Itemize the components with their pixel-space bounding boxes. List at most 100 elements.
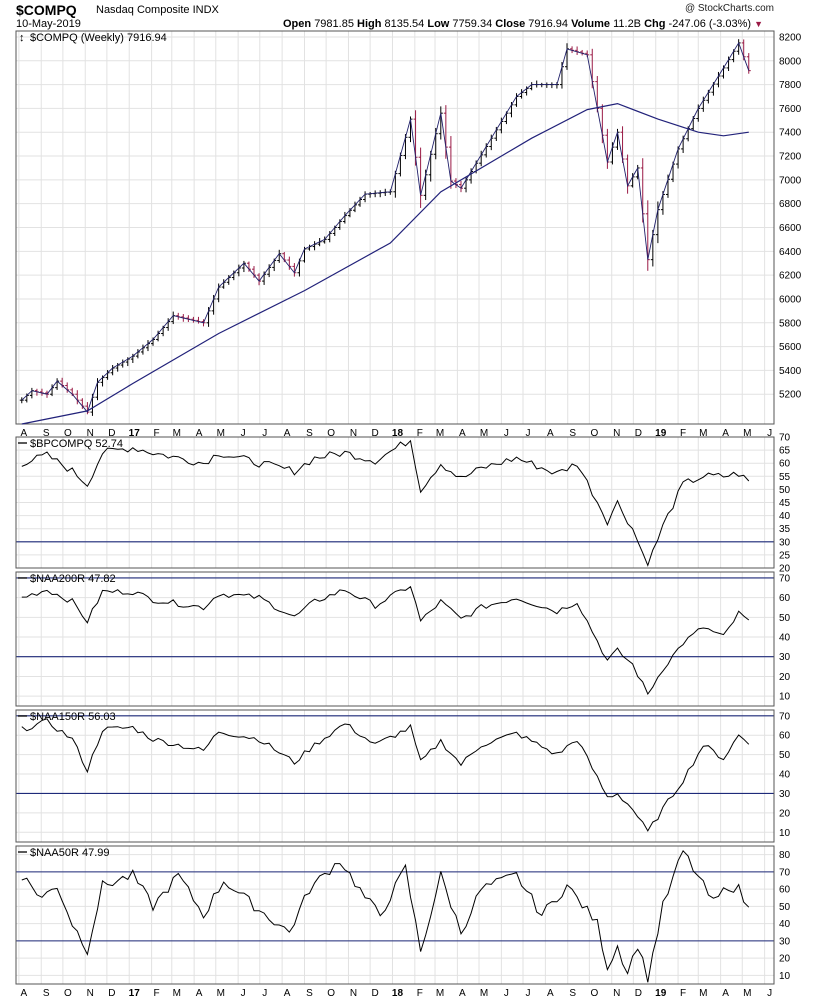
- x-tick-label: N: [613, 988, 620, 999]
- ohlc-bar: [241, 260, 246, 273]
- x-tick-label: O: [64, 988, 72, 999]
- y-tick-label: 6000: [779, 294, 802, 305]
- x-tick-label: M: [743, 428, 751, 439]
- y-tick-label: 40: [779, 633, 791, 644]
- x-tick-label: S: [306, 428, 313, 439]
- y-tick-label: 30: [779, 537, 791, 548]
- ohlc-bar: [696, 104, 701, 122]
- x-tick-label: S: [306, 988, 313, 999]
- x-tick-label: O: [64, 428, 72, 439]
- x-tick-label: D: [635, 428, 642, 439]
- y-tick-label: 10: [779, 828, 791, 839]
- x-tick-label: A: [21, 988, 28, 999]
- x-tick-label: D: [372, 988, 379, 999]
- ohlc-bar: [610, 142, 615, 165]
- y-tick-label: 45: [779, 498, 791, 509]
- y-tick-label: 60: [779, 885, 791, 896]
- x-tick-label: F: [417, 988, 423, 999]
- x-tick-label: J: [526, 428, 531, 439]
- ohlc-glyph-icon: ↕: [19, 32, 25, 44]
- chg-label: Chg: [644, 18, 666, 30]
- y-tick-label: 60: [779, 459, 791, 470]
- ohlc-bar: [549, 82, 554, 89]
- y-tick-label: 20: [779, 672, 791, 683]
- y-tick-label: 10: [779, 692, 791, 703]
- y-tick-label: 25: [779, 550, 791, 561]
- indicator-line: [21, 439, 750, 567]
- pane-frame: [15, 571, 775, 707]
- x-tick-label: M: [480, 428, 488, 439]
- x-tick-label: A: [722, 428, 729, 439]
- x-tick-label: A: [196, 988, 203, 999]
- x-tick-label: A: [196, 428, 203, 439]
- y-tick-label: 40: [779, 511, 791, 522]
- ohlc-bar: [60, 377, 65, 388]
- y-tick-label: 8000: [779, 56, 802, 67]
- chart-date: 10-May-2019: [16, 18, 81, 30]
- x-tick-label: O: [327, 428, 335, 439]
- x-tick-label: D: [108, 988, 115, 999]
- x-tick-label: N: [613, 428, 620, 439]
- y-tick-label: 7800: [779, 80, 802, 91]
- x-tick-label: F: [680, 988, 686, 999]
- x-tick-label: O: [590, 428, 598, 439]
- close-label: Close: [495, 18, 526, 30]
- x-tick-label: D: [635, 988, 642, 999]
- pane-frame: [15, 30, 775, 425]
- y-tick-label: 70: [779, 433, 791, 444]
- x-tick-label: M: [699, 428, 707, 439]
- y-tick-label: 6400: [779, 247, 802, 258]
- ohlc-bar: [701, 96, 706, 112]
- ohlc-bar: [645, 200, 650, 271]
- y-tick-label: 5200: [779, 390, 802, 401]
- x-tick-label: M: [436, 988, 444, 999]
- y-tick-label: 70: [779, 711, 791, 722]
- x-tick-label: D: [108, 428, 115, 439]
- x-tick-label: M: [217, 428, 225, 439]
- x-tick-label: M: [217, 988, 225, 999]
- x-tick-label: M: [173, 988, 181, 999]
- ohlc-bar: [418, 147, 423, 208]
- ohlc-bar: [312, 241, 317, 251]
- y-tick-label: 6600: [779, 223, 802, 234]
- close-value: 7916.94: [528, 18, 569, 30]
- volume-value: 11.2B: [613, 18, 642, 30]
- x-tick-label: A: [722, 988, 729, 999]
- ohlc-bar: [145, 340, 150, 352]
- ohlc-bar: [565, 43, 570, 70]
- y-tick-label: 55: [779, 472, 791, 483]
- x-tick-label: M: [743, 988, 751, 999]
- ohlc-bar: [55, 378, 60, 390]
- y-tick-label: 70: [779, 573, 791, 584]
- ohlc-bar: [575, 46, 580, 55]
- x-tick-label: 17: [129, 988, 141, 999]
- ohlc-summary: Open 7981.85 High 8135.54 Low 7759.34 Cl…: [283, 18, 763, 30]
- x-tick-label: 17: [129, 428, 141, 439]
- y-tick-label: 30: [779, 789, 791, 800]
- ohlc-bar: [373, 190, 378, 198]
- indicator-line: [21, 718, 750, 832]
- x-tick-label: 19: [655, 428, 667, 439]
- y-tick-label: 70: [779, 867, 791, 878]
- indicator-line: [21, 849, 750, 983]
- x-tick-label: A: [459, 988, 466, 999]
- ohlc-bar: [327, 231, 332, 243]
- y-tick-label: 10: [779, 971, 791, 982]
- x-tick-label: S: [43, 988, 50, 999]
- y-tick-label: 50: [779, 613, 791, 624]
- x-tick-label: J: [504, 428, 509, 439]
- pane-title: $COMPQ (Weekly) 7916.94: [30, 32, 167, 44]
- low-label: Low: [427, 18, 450, 30]
- x-tick-label: J: [241, 428, 246, 439]
- x-tick-label: A: [547, 428, 554, 439]
- indicator-line: [21, 585, 750, 696]
- y-tick-label: 80: [779, 850, 791, 861]
- ohlc-bar: [534, 80, 539, 88]
- y-tick-label: 7400: [779, 128, 802, 139]
- down-arrow-icon: ▼: [754, 19, 764, 29]
- ohlc-bar: [489, 134, 494, 151]
- y-tick-label: 5400: [779, 366, 802, 377]
- x-tick-label: F: [154, 428, 160, 439]
- volume-label: Volume: [571, 18, 611, 30]
- symbol: $COMPQ: [16, 2, 77, 18]
